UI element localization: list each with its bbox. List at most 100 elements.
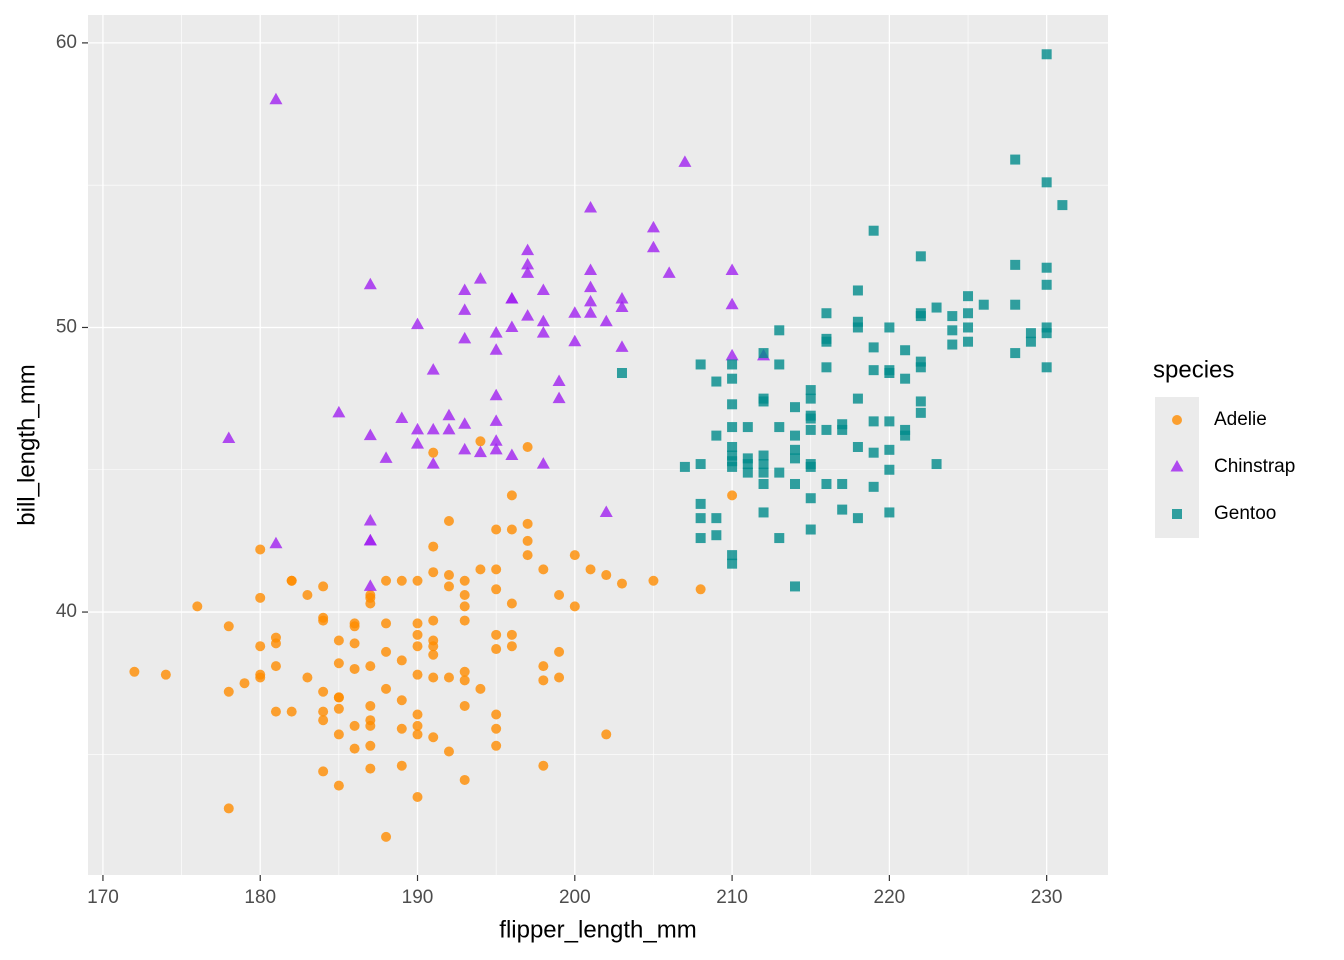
- point: [538, 675, 549, 686]
- point: [615, 340, 629, 352]
- point: [491, 629, 502, 640]
- point: [411, 317, 425, 330]
- point: [381, 575, 392, 586]
- point: [852, 441, 863, 452]
- point: [255, 592, 266, 603]
- point: [475, 436, 486, 447]
- point: [727, 373, 738, 384]
- point: [727, 456, 738, 467]
- point: [302, 672, 313, 683]
- point: [506, 490, 517, 501]
- point: [584, 263, 598, 276]
- point: [601, 729, 612, 740]
- point: [662, 266, 676, 278]
- point: [947, 325, 958, 336]
- point: [318, 615, 329, 626]
- point: [269, 92, 283, 105]
- point: [821, 308, 832, 319]
- point: [489, 414, 503, 426]
- point: [363, 428, 377, 441]
- point: [601, 570, 612, 581]
- point: [428, 732, 439, 743]
- point: [365, 720, 376, 731]
- point: [1057, 200, 1068, 211]
- point: [727, 450, 738, 461]
- point: [412, 669, 423, 680]
- point: [758, 396, 769, 407]
- point: [852, 322, 863, 333]
- point: [742, 453, 753, 464]
- point: [852, 316, 863, 327]
- point: [443, 672, 454, 683]
- point: [349, 621, 360, 632]
- point: [868, 447, 879, 458]
- point: [349, 720, 360, 731]
- point: [1041, 177, 1052, 188]
- point: [426, 363, 440, 375]
- point: [805, 385, 816, 396]
- point: [491, 709, 502, 720]
- point: [365, 763, 376, 774]
- point: [381, 683, 392, 694]
- point: [473, 445, 487, 458]
- point: [489, 343, 503, 355]
- x-tick-label: 170: [87, 887, 119, 908]
- point: [837, 478, 848, 489]
- point: [963, 336, 974, 347]
- point: [868, 342, 879, 353]
- point: [428, 541, 439, 552]
- point: [396, 575, 407, 586]
- point: [521, 266, 535, 278]
- point: [538, 661, 549, 672]
- point: [584, 306, 598, 318]
- point: [458, 442, 472, 455]
- x-tick-label: 200: [559, 887, 591, 908]
- point: [554, 646, 565, 657]
- point: [695, 513, 706, 524]
- point: [333, 729, 344, 740]
- point: [428, 567, 439, 578]
- point: [491, 644, 502, 655]
- point: [868, 365, 879, 376]
- point: [695, 359, 706, 370]
- point: [443, 515, 454, 526]
- point: [522, 535, 533, 546]
- point: [758, 450, 769, 461]
- point: [442, 408, 456, 421]
- point: [411, 437, 425, 449]
- point: [900, 373, 911, 384]
- y-axis-title: bill_length_mm: [13, 364, 40, 525]
- point: [978, 299, 989, 310]
- point: [1010, 154, 1021, 165]
- point: [790, 402, 801, 413]
- point: [727, 359, 738, 370]
- point: [615, 300, 629, 313]
- point: [428, 672, 439, 683]
- point: [900, 424, 911, 435]
- point: [160, 669, 171, 680]
- point: [868, 481, 879, 492]
- point: [947, 311, 958, 322]
- point: [915, 407, 926, 418]
- point: [884, 322, 895, 333]
- point: [129, 666, 140, 677]
- point: [459, 575, 470, 586]
- point: [491, 740, 502, 751]
- point: [489, 388, 503, 401]
- point: [318, 766, 329, 777]
- point: [584, 280, 598, 293]
- point: [1010, 299, 1021, 310]
- legend-label: Gentoo: [1214, 503, 1276, 524]
- point: [506, 629, 517, 640]
- point: [491, 723, 502, 734]
- point: [443, 746, 454, 757]
- point: [506, 524, 517, 535]
- point: [569, 550, 580, 561]
- point: [742, 459, 753, 470]
- point: [333, 703, 344, 714]
- point: [1041, 362, 1052, 373]
- x-tick-label: 180: [244, 887, 276, 908]
- point: [774, 422, 785, 433]
- point: [443, 581, 454, 592]
- point: [599, 505, 613, 517]
